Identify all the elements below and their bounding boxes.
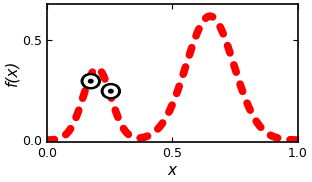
Circle shape <box>101 84 120 99</box>
X-axis label: x: x <box>168 163 177 178</box>
Circle shape <box>81 74 100 89</box>
Circle shape <box>89 79 93 83</box>
Y-axis label: f(x): f(x) <box>4 60 19 86</box>
Circle shape <box>104 86 117 96</box>
Circle shape <box>84 76 97 86</box>
Circle shape <box>109 89 113 93</box>
